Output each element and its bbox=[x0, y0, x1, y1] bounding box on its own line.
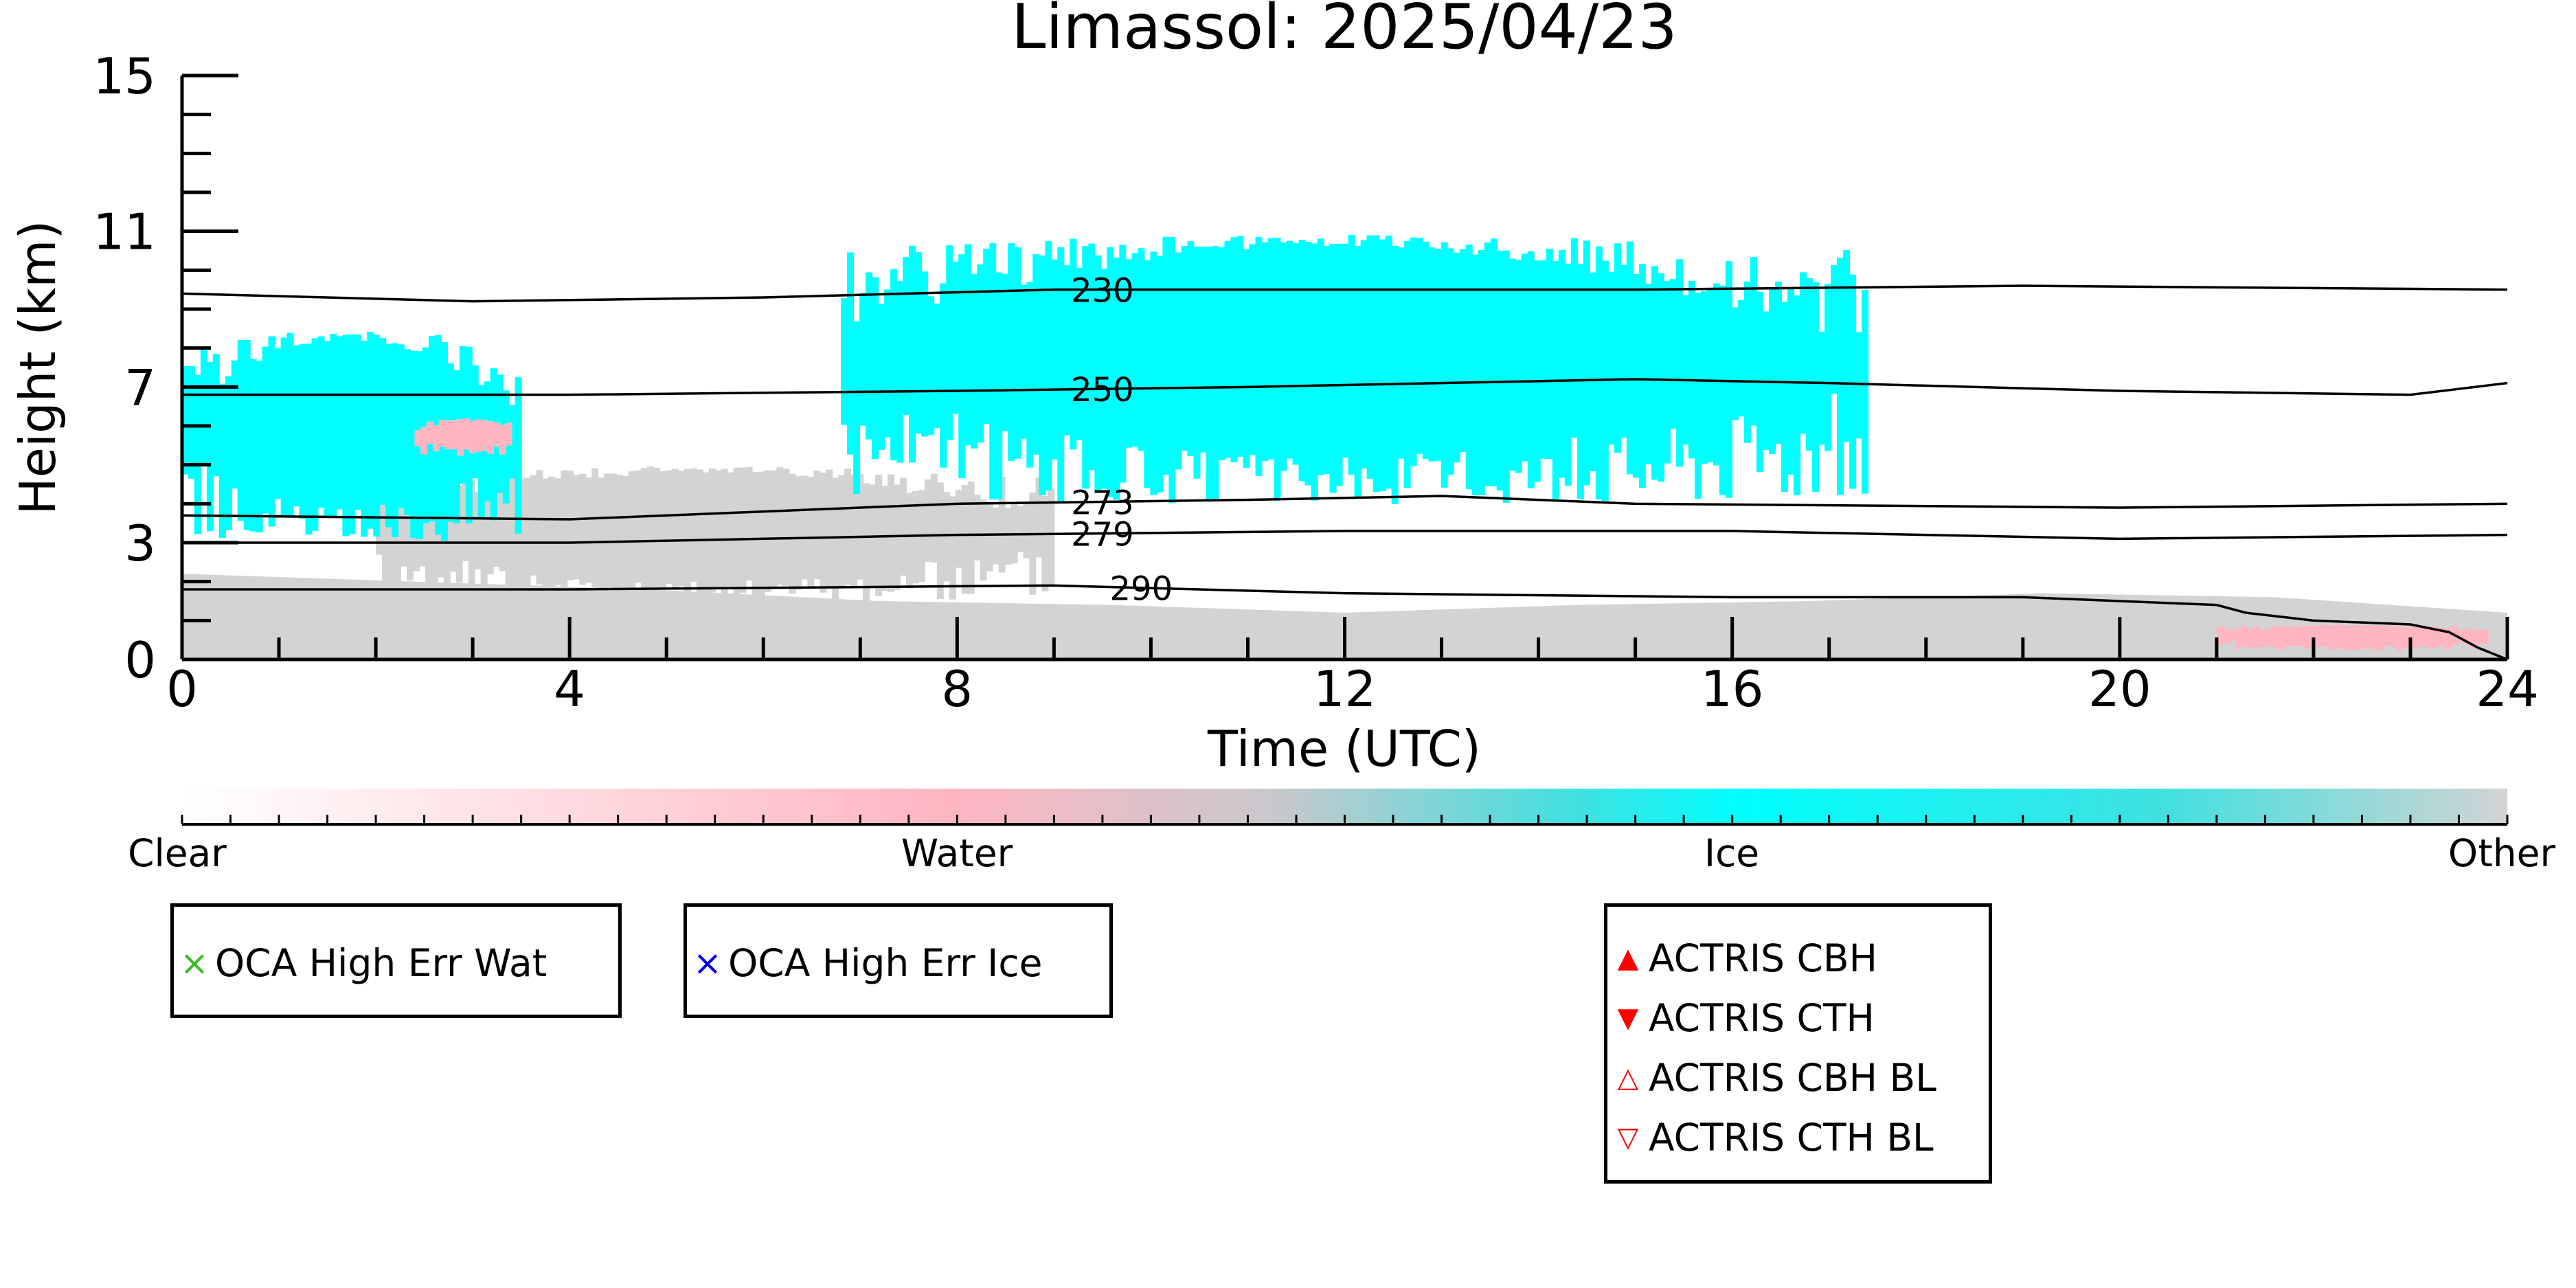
legend-label: OCA High Err Ice bbox=[728, 941, 1043, 985]
triangle-up-filled-icon: ▲ bbox=[1617, 942, 1639, 974]
isotherm-label: 250 bbox=[1071, 371, 1134, 409]
legend-item: × OCA High Err Wat bbox=[174, 936, 547, 991]
chart-title: Limassol: 2025/04/23 bbox=[1011, 0, 1677, 63]
legend-label: OCA High Err Wat bbox=[215, 941, 547, 985]
y-tick-label: 3 bbox=[124, 515, 156, 572]
x-tick-label: 16 bbox=[1701, 660, 1764, 718]
triangle-up-outline-icon: △ bbox=[1617, 1062, 1639, 1094]
y-axis-label: Height (km) bbox=[9, 221, 67, 515]
plot-area bbox=[182, 235, 2507, 659]
region-water bbox=[2216, 624, 2489, 651]
y-tick-label: 15 bbox=[93, 47, 156, 105]
colorbar-label-water: Water bbox=[901, 831, 1013, 875]
legend-item: △ ACTRIS CBH BL bbox=[1607, 1050, 1936, 1105]
isotherm-line bbox=[181, 495, 2508, 521]
colorbar-label-other: Other bbox=[2448, 831, 2556, 875]
x-tick-label: 20 bbox=[2088, 660, 2151, 718]
region-water bbox=[414, 418, 512, 456]
x-marker-icon: × bbox=[180, 943, 209, 983]
region-ice bbox=[182, 331, 522, 541]
legend-item: ▼ ACTRIS CTH bbox=[1607, 991, 1875, 1046]
legend-label: ACTRIS CBH BL bbox=[1649, 1056, 1936, 1100]
x-axis-label: Time (UTC) bbox=[1207, 720, 1481, 778]
isotherm-label: 290 bbox=[1110, 570, 1173, 609]
legend-item: ▽ ACTRIS CTH BL bbox=[1607, 1110, 1934, 1165]
colorbar-label-clear: Clear bbox=[128, 831, 227, 875]
isotherm-line bbox=[182, 584, 2508, 661]
legend-oca-ice: × OCA High Err Ice bbox=[683, 903, 1113, 1018]
x-tick-label: 12 bbox=[1313, 660, 1377, 718]
isotherm-line bbox=[182, 530, 2508, 544]
triangle-down-outline-icon: ▽ bbox=[1617, 1122, 1639, 1153]
legend-item: × OCA High Err Ice bbox=[687, 936, 1042, 991]
legend-label: ACTRIS CTH bbox=[1649, 996, 1875, 1040]
y-tick-label: 7 bbox=[124, 359, 156, 416]
x-marker-icon: × bbox=[693, 943, 722, 983]
legend-actris: ▲ ACTRIS CBH ▼ ACTRIS CTH △ ACTRIS CBH B… bbox=[1604, 903, 1992, 1184]
region-ice bbox=[841, 235, 1869, 504]
colorbar-ticks bbox=[181, 815, 2509, 824]
x-tick-label: 0 bbox=[166, 660, 198, 718]
legend-item: ▲ ACTRIS CBH bbox=[1607, 931, 1877, 986]
x-tick-label: 8 bbox=[941, 660, 973, 718]
legend-label: ACTRIS CTH BL bbox=[1649, 1116, 1934, 1160]
x-tick-label: 24 bbox=[2476, 660, 2539, 718]
y-tick-label: 0 bbox=[124, 631, 156, 689]
isotherm-line bbox=[181, 284, 2508, 303]
isotherm-label: 230 bbox=[1071, 272, 1134, 310]
y-tick-label: 11 bbox=[93, 203, 156, 261]
legend-oca-water: × OCA High Err Wat bbox=[170, 903, 622, 1018]
isotherm-line bbox=[182, 378, 2508, 396]
colorbar bbox=[181, 789, 2509, 826]
axes: 0 4 8 12 16 20 24 0 3 7 11 15 bbox=[93, 47, 2538, 718]
triangle-down-filled-icon: ▼ bbox=[1617, 1002, 1639, 1034]
legend-label: ACTRIS CBH bbox=[1649, 936, 1877, 980]
isotherm-label: 279 bbox=[1071, 516, 1134, 554]
isotherm-label: 273 bbox=[1071, 484, 1134, 523]
colorbar-label-ice: Ice bbox=[1704, 831, 1760, 875]
x-tick-label: 4 bbox=[554, 660, 585, 718]
